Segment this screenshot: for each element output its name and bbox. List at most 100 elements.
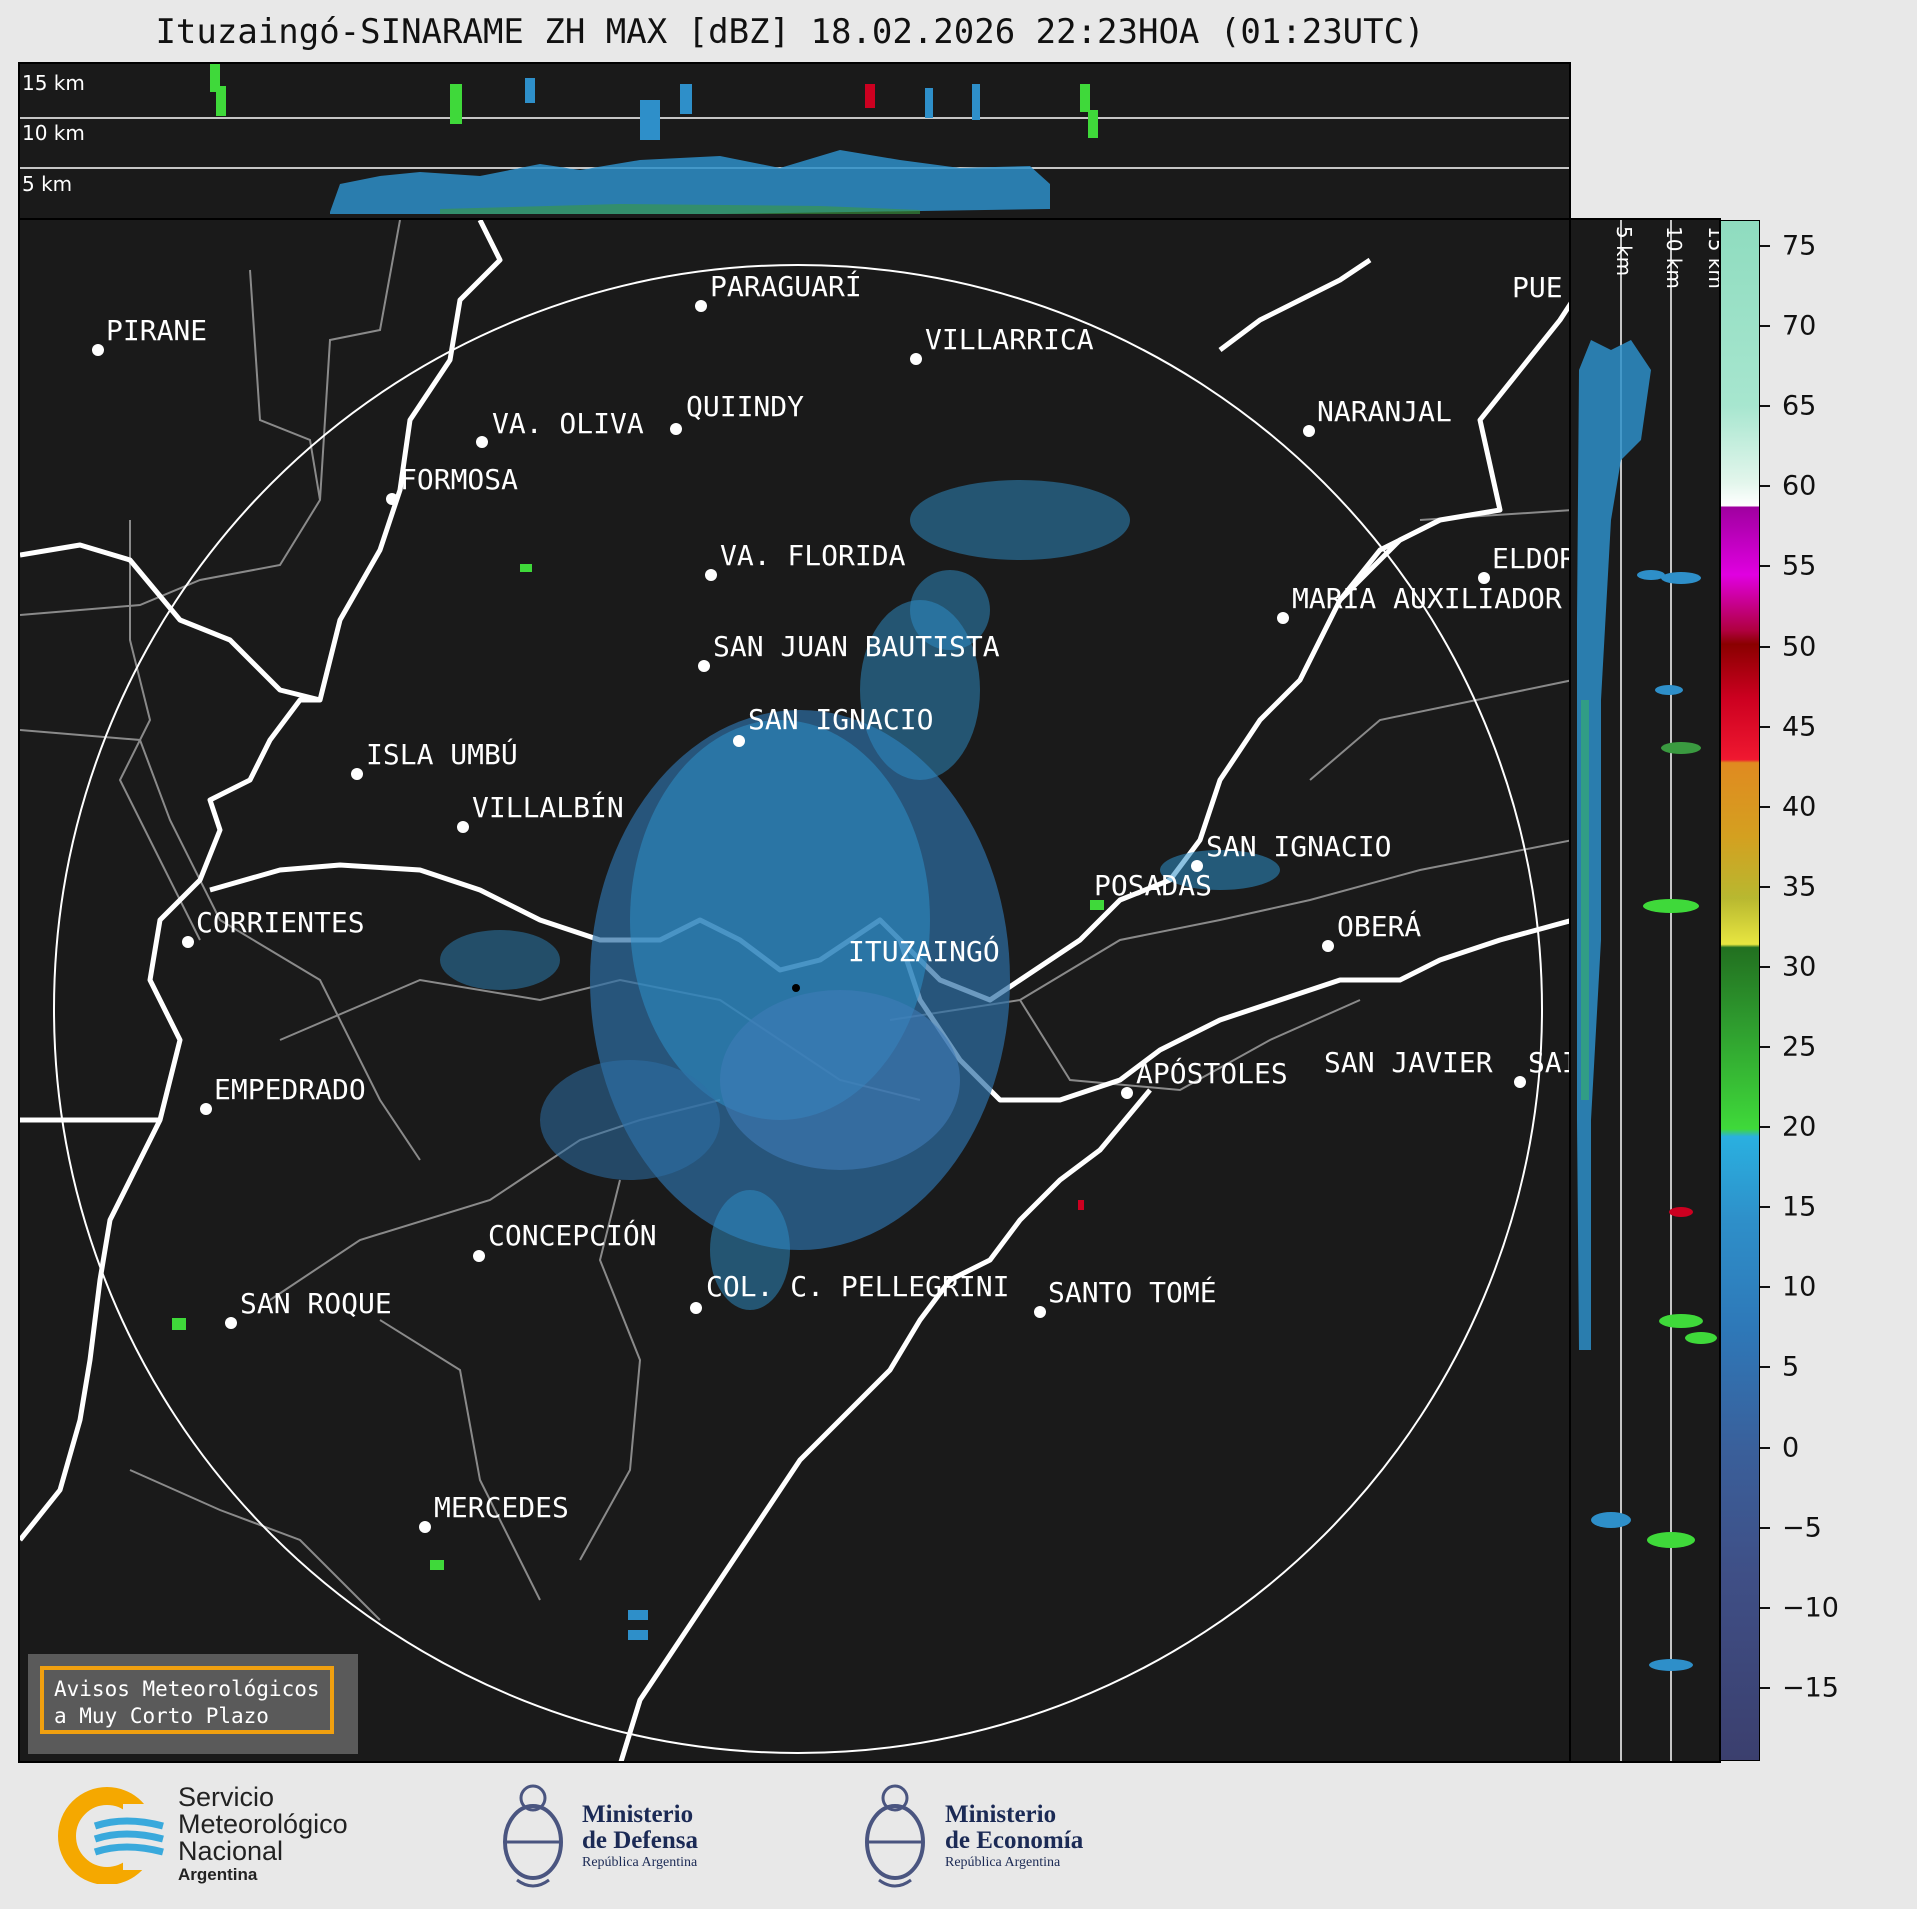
city-label: MARÍA AUXILIADOR	[1292, 581, 1562, 615]
city-markers: PIRANE PARAGUARÍ VILLARRICA VA. OLIVA QU…	[92, 269, 1571, 1533]
colorbar-tick-mark	[1760, 1286, 1770, 1289]
coat-of-arms-icon	[865, 1784, 925, 1888]
colorbar-tick-label: −15	[1782, 1672, 1839, 1704]
city-label: PUE	[1512, 271, 1563, 304]
colorbar-tick-label: −5	[1782, 1512, 1822, 1544]
colorbar-tick-label: 50	[1782, 631, 1817, 662]
colorbar-tick-label: 25	[1782, 1031, 1817, 1063]
colorbar-tick-label: 65	[1782, 390, 1817, 422]
city-label: OBERÁ	[1337, 909, 1421, 943]
city-label: VILLALBÍN	[472, 790, 624, 824]
city-label: PARAGUARÍ	[710, 269, 862, 303]
department-borders	[20, 220, 1569, 1621]
avisos-line1: Avisos Meteorológicos	[54, 1677, 320, 1701]
colorbar-tick-mark	[1760, 1126, 1770, 1129]
smn-line4: Argentina	[178, 1865, 258, 1884]
colorbar-tick-mark	[1760, 245, 1770, 247]
radar-map[interactable]: PIRANE PARAGUARÍ VILLARRICA VA. OLIVA QU…	[18, 218, 1571, 1763]
colorbar-tick-mark	[1760, 1606, 1770, 1609]
smn-line2: Meteorológico	[178, 1809, 348, 1839]
city-label: VA. FLORIDA	[720, 539, 906, 572]
city-label: SAN JUAN BAUTISTA	[713, 630, 1000, 663]
smn-logo: Servicio Meteorológico Nacional Argentin…	[55, 1784, 395, 1884]
city-label: CONCEPCIÓN	[488, 1218, 657, 1252]
side-vertical-profile: 5 km 10 km 15 km	[1569, 218, 1721, 1763]
colorbar-tick-label: 55	[1782, 550, 1817, 582]
colorbar-tick-label: 75	[1782, 230, 1817, 262]
city-label: SAN JAVIER	[1324, 1046, 1493, 1079]
colorbar-tick-mark	[1760, 1526, 1770, 1529]
colorbar-tick-label: 10	[1782, 1271, 1817, 1303]
colorbar-tick-mark	[1760, 405, 1770, 408]
colorbar-tick-mark	[1760, 725, 1770, 728]
city-label: CORRIENTES	[196, 906, 365, 939]
city-label: EMPEDRADO	[214, 1073, 366, 1106]
smn-line3: Nacional	[178, 1836, 284, 1866]
avisos-line2: a Muy Corto Plazo	[54, 1704, 269, 1728]
colorbar-tick-label: −10	[1782, 1592, 1839, 1624]
altitude-label-10km: 10 km	[22, 121, 85, 145]
city-label: SAN IGNACIO	[1206, 830, 1391, 863]
city-label: NARANJAL	[1317, 395, 1452, 428]
side-echo-band	[1577, 340, 1717, 1671]
colorbar-tick-label: 45	[1782, 711, 1817, 743]
colorbar-tick-mark	[1760, 1446, 1770, 1449]
city-label: APÓSTOLES	[1136, 1056, 1288, 1090]
colorbar-tick-label: 60	[1782, 470, 1817, 502]
altitude-label-15km: 15 km	[22, 71, 85, 95]
city-label: ELDOR	[1492, 542, 1571, 575]
city-label: QUIINDY	[686, 390, 804, 423]
defensa-logo: Ministerio de Defensa República Argentin…	[493, 1776, 753, 1896]
city-label: FORMOSA	[400, 463, 518, 496]
top-echo-band	[210, 64, 1098, 214]
colorbar-tick-label: 0	[1782, 1432, 1800, 1463]
altitude-label-5km: 5 km	[22, 172, 72, 196]
defensa-line3: República Argentina	[582, 1855, 698, 1870]
colorbar-tick-mark	[1760, 645, 1770, 648]
colorbar-tick-mark	[1760, 1046, 1770, 1048]
smn-line1: Servicio	[178, 1782, 275, 1812]
map-title: Ituzaingó-SINARAME ZH MAX [dBZ] 18.02.20…	[155, 12, 1425, 52]
colorbar-tick-label: 35	[1782, 871, 1817, 903]
colorbar-tick-label: 20	[1782, 1111, 1817, 1143]
city-label: SAN IGNACIO	[748, 703, 933, 736]
colorbar-tick-mark	[1760, 965, 1770, 968]
avisos-box[interactable]: Avisos Meteorológicos a Muy Corto Plazo	[28, 1654, 358, 1754]
colorbar-tick-mark	[1760, 565, 1770, 568]
colorbar-tick-label: 5	[1782, 1351, 1800, 1383]
colorbar-tick-mark	[1760, 1366, 1770, 1369]
defensa-line2: de Defensa	[582, 1827, 698, 1854]
economia-line3: República Argentina	[945, 1855, 1061, 1870]
economia-logo: Ministerio de Economía República Argenti…	[855, 1776, 1115, 1896]
coat-of-arms-icon	[503, 1784, 563, 1888]
city-label: SANTO TOMÉ	[1048, 1275, 1217, 1309]
city-label: SAN ROQUE	[240, 1287, 392, 1320]
side-altitude-label-10km: 10 km	[1662, 226, 1686, 289]
city-label: VILLARRICA	[925, 323, 1094, 356]
radar-site-label: ITUZAINGÓ	[848, 934, 1000, 968]
colorbar-tick-mark	[1760, 325, 1770, 328]
colorbar-tick-label: 30	[1782, 951, 1817, 983]
range-ring	[53, 264, 1543, 1754]
city-label: PIRANE	[106, 314, 207, 347]
radar-echoes	[172, 480, 1280, 1640]
colorbar-tick-label: 15	[1782, 1191, 1817, 1223]
colorbar-tick-mark	[1760, 485, 1770, 488]
colorbar-tick-label: 40	[1782, 791, 1817, 823]
city-label: ISLA UMBÚ	[366, 737, 518, 771]
city-label: MERCEDES	[434, 1491, 569, 1524]
city-label: POSADAS	[1094, 869, 1212, 902]
colorbar-tick-label: 70	[1782, 310, 1817, 342]
dbz-colorbar	[1720, 220, 1760, 1761]
city-label: VA. OLIVA	[492, 407, 644, 440]
city-label: SAI	[1528, 1046, 1571, 1079]
colorbar-tick-mark	[1760, 805, 1770, 808]
economia-line2: de Economía	[945, 1827, 1084, 1854]
defensa-line1: Ministerio	[582, 1801, 694, 1828]
city-label: COL. C. PELLEGRINI	[706, 1270, 1009, 1303]
colorbar-tick-mark	[1760, 1206, 1770, 1209]
colorbar-tick-mark	[1760, 885, 1770, 888]
top-vertical-profile: 15 km 10 km 5 km	[18, 62, 1571, 220]
colorbar-tick-mark	[1760, 1686, 1770, 1689]
side-altitude-label-5km: 5 km	[1612, 226, 1636, 276]
